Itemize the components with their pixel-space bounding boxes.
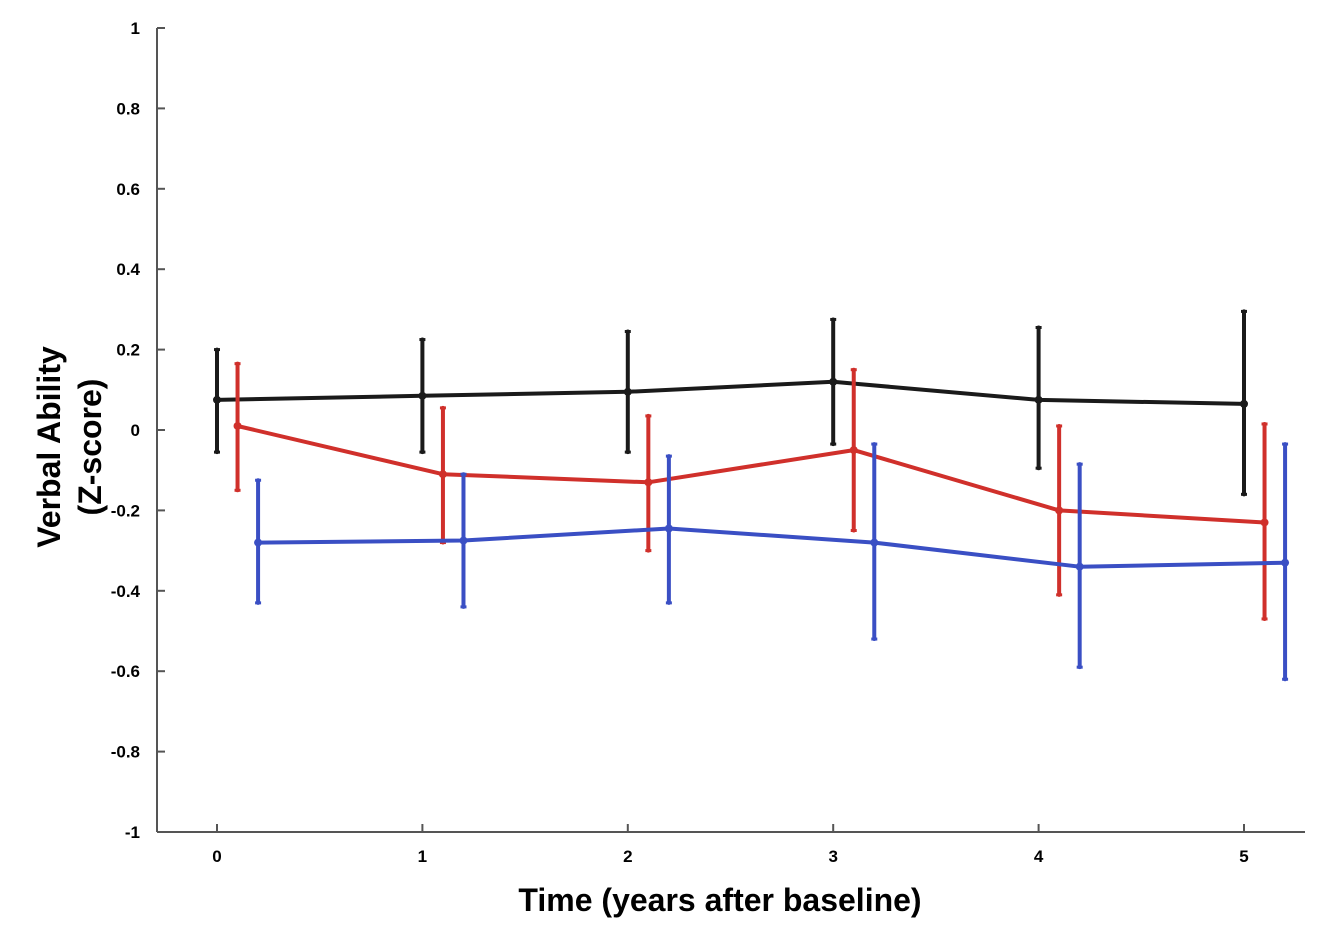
- y-tick-label: -1: [125, 823, 140, 842]
- x-tick-label: 4: [1034, 847, 1044, 866]
- series-2: [233, 361, 1269, 621]
- data-point: [1075, 562, 1084, 571]
- data-point: [1034, 395, 1043, 404]
- data-point: [870, 538, 879, 547]
- data-point: [1281, 558, 1290, 567]
- series-line: [216, 379, 1245, 406]
- y-axis-title-line-2: (Z-score): [72, 379, 108, 516]
- y-tick-label: -0.2: [111, 501, 140, 520]
- data-point: [233, 421, 242, 430]
- data-point: [849, 446, 858, 455]
- data-point: [254, 538, 263, 547]
- y-tick-label: -0.4: [111, 582, 141, 601]
- axes: 1 0.8 0.6 0.4 0.2 0 -0.2 -0.4 -0.6 -0.8 -1 0 1 2 3 4 5: [111, 19, 1305, 866]
- data-point: [1240, 399, 1248, 408]
- y-tick-label: 0: [131, 421, 140, 440]
- series-1: [213, 309, 1248, 497]
- y-tick-label: 0.2: [116, 341, 140, 360]
- series-layer: [213, 309, 1290, 682]
- data-point: [459, 536, 468, 545]
- y-tick-label: -0.6: [111, 662, 140, 681]
- data-point: [664, 524, 673, 533]
- x-tick-label: 1: [418, 847, 427, 866]
- y-tick-label: 1: [131, 19, 140, 38]
- x-axis-title: Time (years after baseline): [518, 882, 921, 918]
- y-tick-label: -0.8: [111, 743, 140, 762]
- axis-titles: Time (years after baseline) Verbal Abili…: [31, 346, 922, 918]
- y-tick-label: 0.4: [116, 260, 140, 279]
- x-tick-label: 5: [1239, 847, 1248, 866]
- data-point: [1260, 518, 1269, 527]
- series-line: [237, 424, 1265, 525]
- x-tick-label: 2: [623, 847, 632, 866]
- y-tick-label: 0.8: [116, 99, 140, 118]
- y-tick-label: 0.6: [116, 180, 140, 199]
- y-axis-title-line-1: Verbal Ability: [31, 346, 67, 548]
- series-3: [254, 442, 1290, 682]
- data-point: [623, 387, 632, 396]
- data-point: [1055, 506, 1064, 515]
- x-tick-label: 0: [212, 847, 221, 866]
- data-point: [644, 478, 653, 487]
- data-point: [213, 395, 221, 404]
- x-tick-label: 3: [828, 847, 837, 866]
- series-line: [258, 526, 1286, 569]
- data-point: [829, 377, 838, 386]
- data-point: [438, 470, 447, 479]
- data-point: [418, 391, 427, 400]
